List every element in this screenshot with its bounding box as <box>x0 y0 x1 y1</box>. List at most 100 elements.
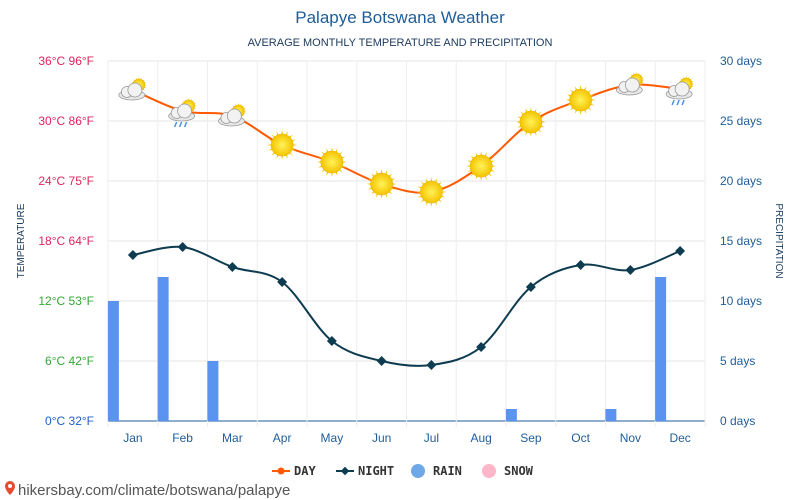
chart-title: Palapye Botswana Weather <box>295 8 505 27</box>
rain-drop <box>173 121 178 128</box>
rain-bar <box>605 409 617 421</box>
month-label: Feb <box>172 431 193 445</box>
month-label: Nov <box>620 431 641 445</box>
precipitation-axis-title: PRECIPITATION <box>773 203 784 278</box>
sun-icon <box>416 177 447 207</box>
month-label: Mar <box>222 431 243 445</box>
month-label: Sep <box>520 431 542 445</box>
sun-icon <box>267 130 297 160</box>
sun-cloud-rain-icon <box>665 75 695 106</box>
legend-marker <box>411 464 425 478</box>
sun-disc <box>569 88 592 112</box>
precipitation-tick-label: 20 days <box>720 174 762 188</box>
night-point <box>227 262 238 272</box>
legend-item-rain: RAIN <box>411 464 462 478</box>
sun-cloud-rain-icon <box>168 97 197 128</box>
night-point <box>127 250 138 260</box>
sun-disc <box>519 110 543 134</box>
cloud-shape <box>217 108 245 127</box>
cloud-puff <box>674 81 690 97</box>
chart-subtitle: AVERAGE MONTHLY TEMPERATURE AND PRECIPIT… <box>248 37 553 49</box>
night-point <box>277 277 288 287</box>
sun-disc <box>469 154 493 178</box>
day-weather-icons <box>118 71 695 207</box>
footer-link[interactable]: hikersbay.com/climate/botswana/palapye <box>5 481 290 499</box>
rain-bar <box>655 277 667 421</box>
precipitation-tick-label: 30 days <box>720 54 762 68</box>
cloud-shape <box>118 82 146 101</box>
legend-label: DAY <box>294 464 316 478</box>
night-point <box>426 360 437 370</box>
sun-disc <box>320 150 344 174</box>
temperature-tick-label: 6°C 42°F <box>45 354 94 368</box>
sun-disc <box>420 180 443 204</box>
sun-icon <box>466 151 496 181</box>
legend-marker <box>277 467 285 475</box>
location-pin-icon <box>5 481 15 495</box>
cloud-puff <box>226 108 242 124</box>
rain-drop <box>676 99 680 106</box>
night-point <box>625 265 636 275</box>
temperature-tick-label: 12°C 53°F <box>38 294 94 308</box>
month-label: Apr <box>273 431 292 445</box>
month-label: Jan <box>123 431 142 445</box>
cloud-puff <box>624 77 640 93</box>
night-point <box>476 342 487 352</box>
precipitation-tick-label: 10 days <box>720 294 762 308</box>
month-label: May <box>321 431 344 445</box>
night-point <box>326 336 337 346</box>
x-gridlines <box>107 61 706 427</box>
precipitation-tick-label: 5 days <box>720 354 755 368</box>
rain-drop <box>681 99 685 106</box>
legend-item-snow: SNOW <box>482 464 534 478</box>
sun-cloud-icon <box>615 71 645 96</box>
precipitation-bars <box>107 277 667 421</box>
cloud-puff <box>127 82 143 98</box>
precipitation-tick-label: 15 days <box>720 234 762 248</box>
legend-label: SNOW <box>504 464 534 478</box>
night-point <box>177 242 188 252</box>
night-series-points <box>127 242 686 370</box>
cloud-puff <box>177 103 193 119</box>
rain-bar <box>107 301 119 421</box>
sun-icon <box>565 85 596 115</box>
temperature-tick-label: 24°C 75°F <box>38 174 94 188</box>
night-point <box>376 356 387 366</box>
temperature-tick-label: 18°C 64°F <box>38 234 94 248</box>
legend-item-day: DAY <box>272 464 316 478</box>
temperature-tick-label: 0°C 32°F <box>45 414 94 428</box>
temperature-tick-label: 30°C 86°F <box>38 114 94 128</box>
month-label: Oct <box>571 431 590 445</box>
temperature-tick-label: 36°C 96°F <box>38 54 94 68</box>
cloud-shape <box>168 103 196 122</box>
rain-bar <box>157 277 169 421</box>
cloud-shape <box>665 81 693 100</box>
rain-bar <box>207 361 219 421</box>
sun-icon <box>366 169 397 199</box>
legend-label: NIGHT <box>358 464 394 478</box>
precipitation-axis-ticks: 0 days 5 days 10 days 15 days 20 days 25 days… <box>720 54 762 428</box>
legend-item-night: NIGHT <box>336 464 394 478</box>
sun-icon <box>317 147 347 177</box>
sun-cloud-icon <box>118 76 147 101</box>
rain-drop <box>183 121 188 128</box>
month-label: Jun <box>372 431 391 445</box>
precipitation-tick-label: 25 days <box>720 114 762 128</box>
footer-text: hikersbay.com/climate/botswana/palapye <box>18 482 290 499</box>
legend-marker <box>482 464 496 478</box>
chart-legend: DAY NIGHT RAIN SNOW <box>272 464 534 478</box>
month-label: Aug <box>470 431 491 445</box>
temperature-axis-title: TEMPERATURE <box>16 203 27 278</box>
month-label: Jul <box>424 431 439 445</box>
month-label: Dec <box>669 431 690 445</box>
rain-drop <box>178 121 183 128</box>
legend-label: RAIN <box>433 464 462 478</box>
rain-bar <box>505 409 517 421</box>
rain-drop <box>671 99 675 106</box>
temperature-axis-ticks: 0°C 32°F 6°C 42°F 12°C 53°F 18°C 64°F 24°C 7… <box>38 54 94 428</box>
sun-disc <box>270 133 294 157</box>
cloud-shape <box>615 77 643 96</box>
precipitation-tick-label: 0 days <box>720 414 755 428</box>
night-point <box>575 260 586 270</box>
